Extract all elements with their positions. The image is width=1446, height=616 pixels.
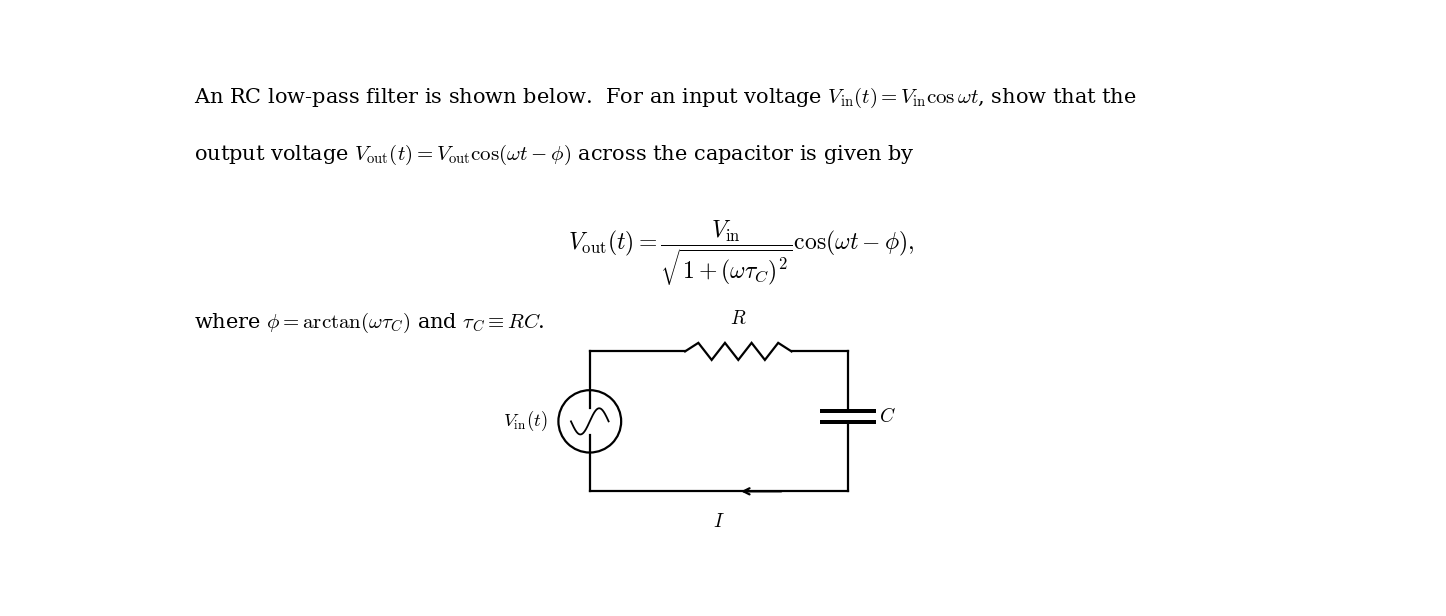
Text: $R$: $R$: [730, 310, 746, 328]
Text: $V_{\mathrm{in}}(t)$: $V_{\mathrm{in}}(t)$: [503, 409, 547, 434]
Text: $I$: $I$: [713, 513, 724, 530]
Text: output voltage $V_{\mathrm{out}}(t) = V_{\mathrm{out}}\cos(\omega t - \phi)$ acr: output voltage $V_{\mathrm{out}}(t) = V_…: [194, 143, 915, 167]
Text: $C$: $C$: [879, 407, 895, 426]
Text: where $\phi = \arctan(\omega\tau_C)$ and $\tau_C \equiv RC$.: where $\phi = \arctan(\omega\tau_C)$ and…: [194, 311, 545, 335]
Text: $V_{\mathrm{out}}(t) = \dfrac{V_{\mathrm{in}}}{\sqrt{1+(\omega\tau_C)^2}}\cos(\o: $V_{\mathrm{out}}(t) = \dfrac{V_{\mathrm…: [568, 219, 914, 288]
Text: An RC low-pass filter is shown below.  For an input voltage $V_{\mathrm{in}}(t) : An RC low-pass filter is shown below. Fo…: [194, 86, 1137, 110]
